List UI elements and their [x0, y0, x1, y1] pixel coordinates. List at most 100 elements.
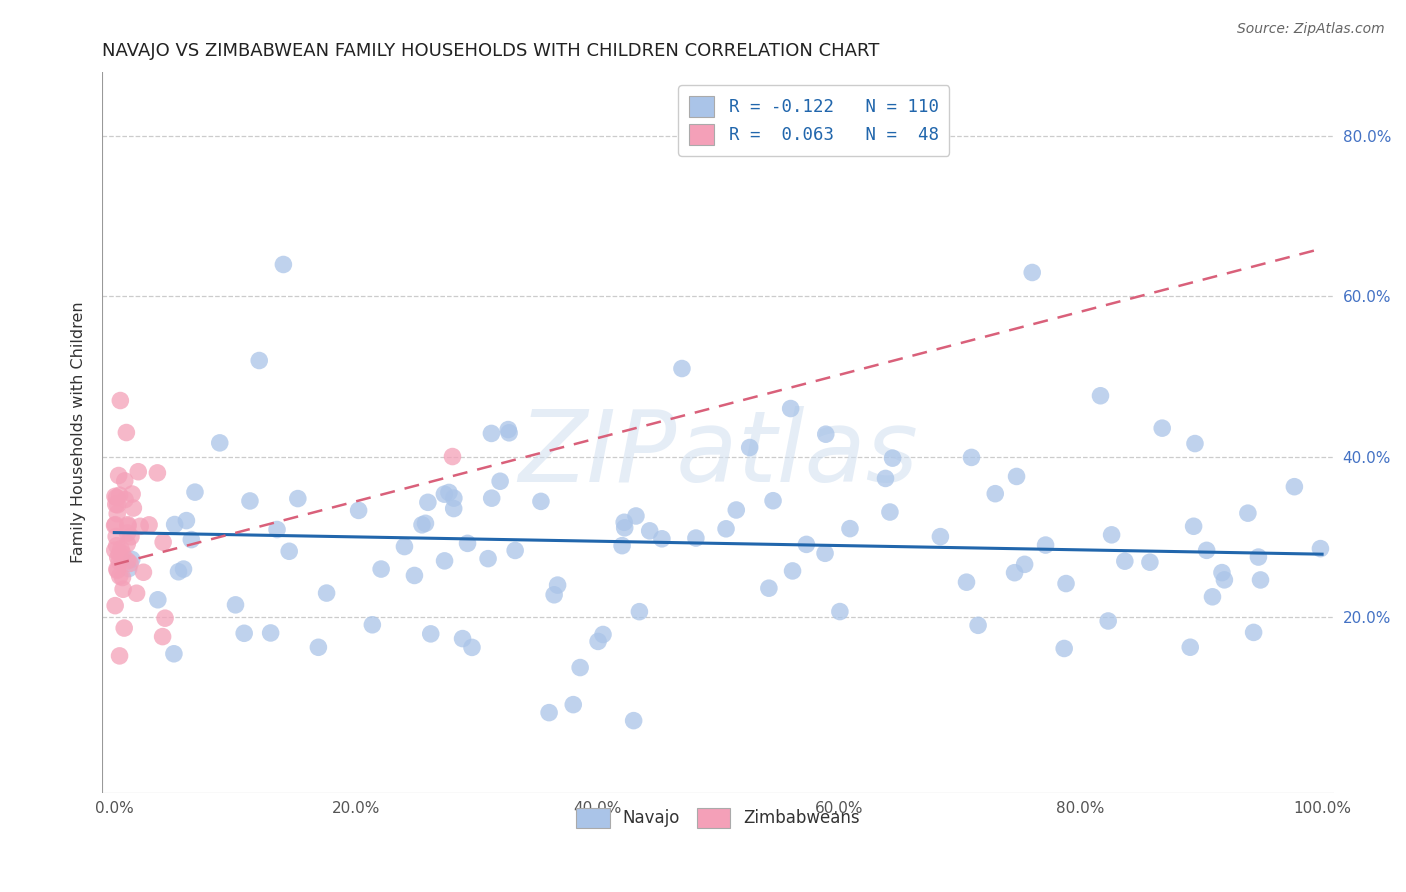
Point [105, 562, 128, 576]
Point [411, 517, 433, 532]
Point [105, 507, 128, 521]
Point [115, 425, 138, 440]
Point [259, 626, 281, 640]
Point [671, 361, 693, 376]
Point [498, 425, 520, 440]
Point [1090, 389, 1112, 403]
Point [638, 524, 661, 538]
Point [108, 547, 131, 561]
Point [879, 505, 901, 519]
Point [118, 561, 141, 575]
Point [121, 552, 143, 566]
Point [1014, 558, 1036, 572]
Point [882, 451, 904, 466]
Point [796, 537, 818, 551]
Point [1097, 614, 1119, 628]
Point [443, 491, 465, 505]
Point [117, 526, 139, 541]
Point [125, 586, 148, 600]
Point [613, 521, 636, 535]
Point [738, 441, 761, 455]
Point [104, 490, 127, 504]
Point [117, 537, 139, 551]
Point [758, 581, 780, 595]
Point [1054, 576, 1077, 591]
Point [146, 466, 169, 480]
Point [1250, 573, 1272, 587]
Point [104, 599, 127, 613]
Point [1201, 590, 1223, 604]
Point [111, 570, 134, 584]
Point [547, 578, 569, 592]
Point [108, 648, 131, 663]
Point [105, 529, 128, 543]
Point [839, 522, 862, 536]
Point [685, 531, 707, 545]
Point [146, 592, 169, 607]
Point [104, 497, 127, 511]
Point [108, 555, 131, 569]
Point [370, 562, 392, 576]
Point [152, 630, 174, 644]
Point [714, 522, 737, 536]
Point [960, 450, 983, 465]
Point [443, 501, 465, 516]
Point [623, 714, 645, 728]
Point [624, 508, 647, 523]
Point [114, 492, 136, 507]
Point [129, 519, 152, 533]
Point [1247, 550, 1270, 565]
Point [984, 486, 1007, 500]
Point [163, 517, 186, 532]
Point [152, 535, 174, 549]
Point [762, 493, 785, 508]
Point [1053, 641, 1076, 656]
Point [814, 546, 837, 560]
Point [1309, 541, 1331, 556]
Point [104, 518, 127, 533]
Point [167, 565, 190, 579]
Point [121, 487, 143, 501]
Point [441, 450, 464, 464]
Point [404, 568, 426, 582]
Point [127, 465, 149, 479]
Point [415, 516, 437, 531]
Point [1021, 265, 1043, 279]
Point [1184, 436, 1206, 450]
Point [1237, 506, 1260, 520]
Point [110, 541, 132, 556]
Point [419, 627, 441, 641]
Point [104, 517, 127, 532]
Point [538, 706, 561, 720]
Point [1152, 421, 1174, 435]
Point [278, 544, 301, 558]
Point [967, 618, 990, 632]
Point [394, 540, 416, 554]
Point [628, 605, 651, 619]
Point [1035, 538, 1057, 552]
Point [586, 634, 609, 648]
Text: NAVAJO VS ZIMBABWEAN FAMILY HOUSEHOLDS WITH CHILDREN CORRELATION CHART: NAVAJO VS ZIMBABWEAN FAMILY HOUSEHOLDS W… [103, 42, 880, 60]
Point [112, 621, 135, 635]
Point [105, 563, 128, 577]
Point [416, 495, 439, 509]
Point [610, 539, 633, 553]
Point [592, 627, 614, 641]
Point [461, 640, 484, 655]
Point [118, 557, 141, 571]
Point [114, 474, 136, 488]
Point [138, 517, 160, 532]
Point [782, 564, 804, 578]
Y-axis label: Family Households with Children: Family Households with Children [72, 301, 86, 564]
Point [173, 562, 195, 576]
Point [108, 569, 131, 583]
Point [530, 494, 553, 508]
Legend: Navajo, Zimbabweans: Navajo, Zimbabweans [569, 801, 868, 835]
Point [1182, 519, 1205, 533]
Point [108, 488, 131, 502]
Point [361, 617, 384, 632]
Point [153, 611, 176, 625]
Point [1211, 566, 1233, 580]
Point [105, 539, 128, 553]
Point [104, 543, 127, 558]
